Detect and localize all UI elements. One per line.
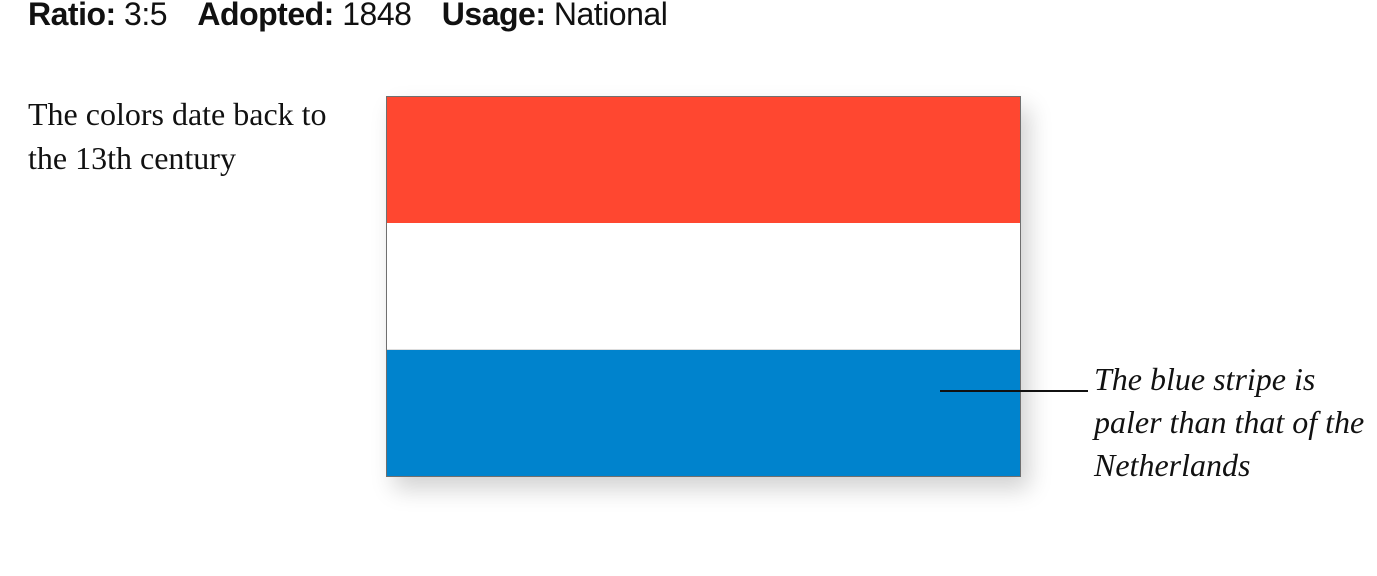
annotation-leader-line (940, 390, 1088, 392)
flag-facts: Ratio: 3:5 Adopted: 1848 Usage: National (28, 0, 689, 33)
luxembourg-flag (386, 96, 1021, 477)
ratio-fact: Ratio: 3:5 (28, 0, 168, 32)
flag-stripe-blue (387, 349, 1020, 476)
usage-fact: Usage: National (442, 0, 668, 32)
blue-stripe-note: The blue stripe is paler than that of th… (1094, 361, 1365, 483)
ratio-label: Ratio: (28, 0, 116, 32)
flag-stripe-red (387, 97, 1020, 224)
adopted-value: 1848 (342, 0, 412, 32)
adopted-label: Adopted: (197, 0, 334, 32)
usage-value: National (553, 0, 668, 32)
usage-label: Usage: (441, 0, 546, 32)
colors-history-note: The colors date back to the 13th century (28, 96, 327, 176)
flag-stripe-white (387, 223, 1020, 350)
adopted-fact: Adopted: 1848 (197, 0, 411, 32)
ratio-value: 3:5 (124, 0, 168, 32)
